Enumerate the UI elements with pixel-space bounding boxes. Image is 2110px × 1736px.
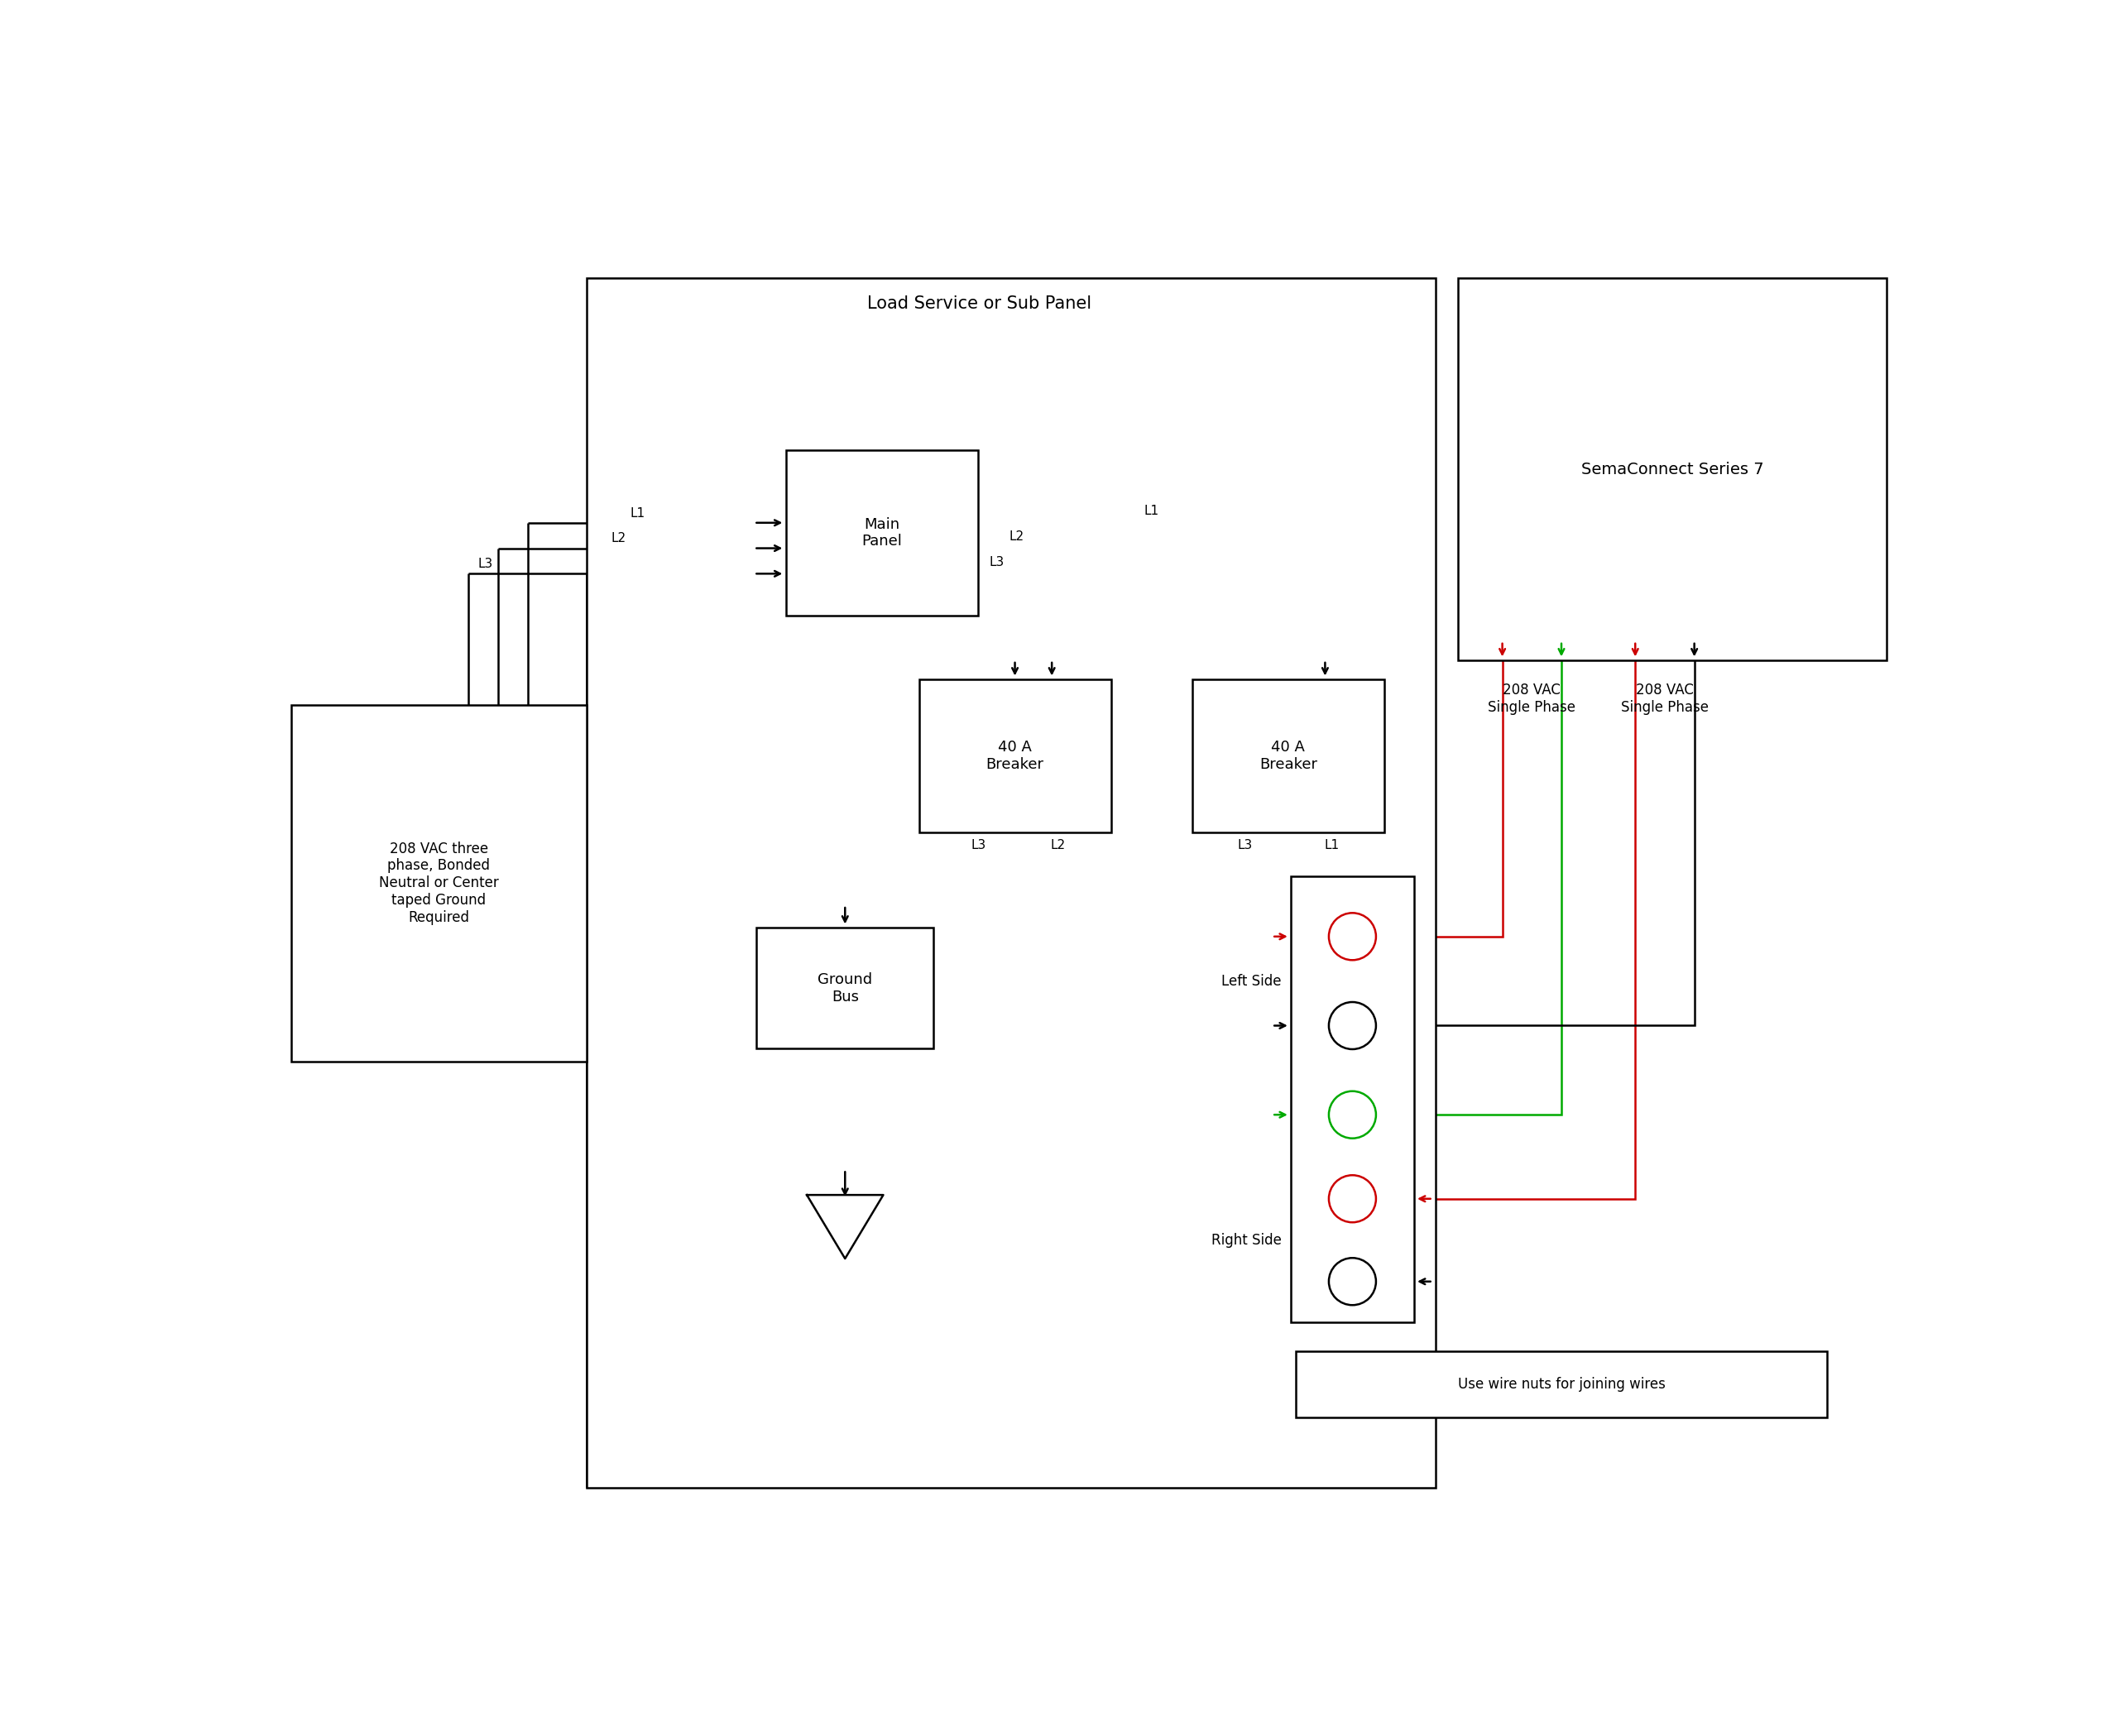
Text: Main
Panel: Main Panel — [861, 517, 903, 549]
Bar — [291, 705, 587, 1061]
Bar — [1192, 679, 1384, 832]
Text: Right Side: Right Side — [1211, 1233, 1281, 1248]
Text: Use wire nuts for joining wires: Use wire nuts for joining wires — [1458, 1377, 1665, 1392]
Text: L3: L3 — [971, 838, 985, 851]
Bar — [587, 278, 1435, 1488]
Bar — [1291, 877, 1414, 1323]
Text: L3: L3 — [990, 556, 1004, 568]
Text: L2: L2 — [1009, 531, 1023, 543]
Text: Left Side: Left Side — [1222, 974, 1281, 988]
Text: L3: L3 — [479, 557, 494, 571]
Bar — [755, 927, 933, 1049]
Text: 40 A
Breaker: 40 A Breaker — [985, 740, 1044, 773]
Text: L1: L1 — [1144, 505, 1158, 517]
Circle shape — [1329, 1002, 1376, 1049]
Text: L2: L2 — [612, 533, 627, 545]
Circle shape — [1329, 913, 1376, 960]
Text: L3: L3 — [1236, 838, 1251, 851]
Bar — [920, 679, 1110, 832]
Circle shape — [1329, 1259, 1376, 1305]
Text: 40 A
Breaker: 40 A Breaker — [1260, 740, 1317, 773]
Text: L1: L1 — [631, 507, 646, 519]
Text: Ground
Bus: Ground Bus — [819, 972, 871, 1003]
Bar — [785, 450, 977, 616]
Text: 208 VAC three
phase, Bonded
Neutral or Center
taped Ground
Required: 208 VAC three phase, Bonded Neutral or C… — [380, 842, 498, 925]
Text: L2: L2 — [1051, 838, 1066, 851]
Text: SemaConnect Series 7: SemaConnect Series 7 — [1580, 462, 1764, 477]
Text: L1: L1 — [1325, 838, 1340, 851]
Circle shape — [1329, 1092, 1376, 1139]
Text: 208 VAC
Single Phase: 208 VAC Single Phase — [1488, 682, 1576, 715]
Circle shape — [1329, 1175, 1376, 1222]
Bar — [1458, 278, 1886, 660]
Text: Load Service or Sub Panel: Load Service or Sub Panel — [867, 295, 1091, 312]
Text: 208 VAC
Single Phase: 208 VAC Single Phase — [1620, 682, 1709, 715]
Bar — [1296, 1352, 1827, 1418]
